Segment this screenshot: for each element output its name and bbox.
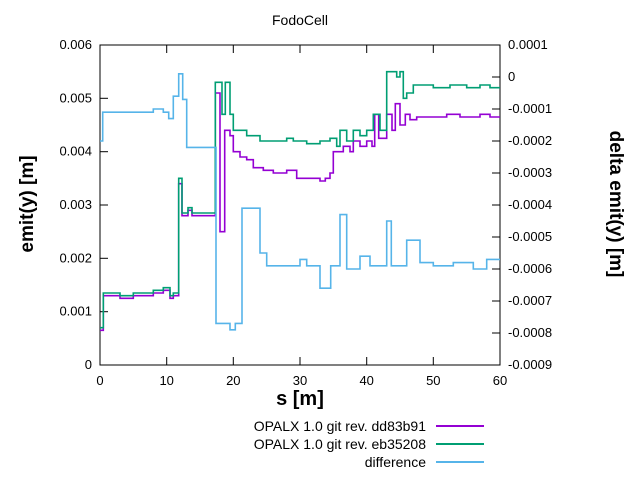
legend-label: OPALX 1.0 git rev. eb35208: [253, 436, 426, 452]
series-line-1: [100, 70, 500, 329]
x-tick-label: 30: [293, 373, 307, 388]
legend-entry: OPALX 1.0 git rev. dd83b91: [0, 417, 640, 435]
series-line-0: [100, 92, 500, 332]
legend-label: OPALX 1.0 git rev. dd83b91: [253, 418, 426, 434]
y-left-tick-label: 0.001: [59, 304, 92, 319]
legend-line-sample: [436, 443, 484, 445]
y-right-tick-label: -0.0002: [508, 133, 552, 148]
x-tick-label: 20: [226, 373, 240, 388]
legend: OPALX 1.0 git rev. dd83b91 OPALX 1.0 git…: [0, 417, 640, 471]
y-right-tick-label: -0.0003: [508, 165, 552, 180]
y-right-tick-label: 0.0001: [508, 37, 548, 52]
x-tick-label: 40: [359, 373, 373, 388]
x-tick-label: 60: [493, 373, 507, 388]
y-right-tick-label: -0.0006: [508, 261, 552, 276]
y-right-tick-label: -0.0008: [508, 325, 552, 340]
legend-line-sample: [436, 461, 484, 463]
legend-label: difference: [364, 454, 426, 470]
y-right-tick-label: -0.0009: [508, 357, 552, 372]
x-axis-label: s [m]: [276, 388, 324, 410]
y-right-tick-label: 0: [508, 69, 515, 84]
y-right-tick-label: -0.0001: [508, 101, 552, 116]
y-axis-left-label: emit(y) [m]: [17, 155, 38, 253]
y-left-tick-label: 0.003: [59, 197, 92, 212]
plot-border: [99, 44, 501, 366]
y-left-tick-label: 0.005: [59, 90, 92, 105]
y-left-tick-label: 0.004: [59, 144, 92, 159]
y-left-tick-label: 0: [85, 357, 92, 372]
x-tick-label: 0: [96, 373, 103, 388]
y-right-tick-label: -0.0004: [508, 197, 552, 212]
y-right-tick-label: -0.0007: [508, 293, 552, 308]
y-left-tick-label: 0.002: [59, 250, 92, 265]
legend-entry: difference: [0, 453, 640, 471]
x-tick-label: 10: [159, 373, 173, 388]
y-axis-right-label: delta emit(y) [m]: [605, 130, 626, 278]
y-left-tick-label: 0.006: [59, 37, 92, 52]
legend-entry: OPALX 1.0 git rev. eb35208: [0, 435, 640, 453]
series-line-2: [100, 73, 500, 331]
x-tick-label: 50: [426, 373, 440, 388]
chart-title: FodoCell: [271, 12, 329, 28]
legend-line-sample: [436, 425, 484, 427]
y-right-tick-label: -0.0005: [508, 229, 552, 244]
